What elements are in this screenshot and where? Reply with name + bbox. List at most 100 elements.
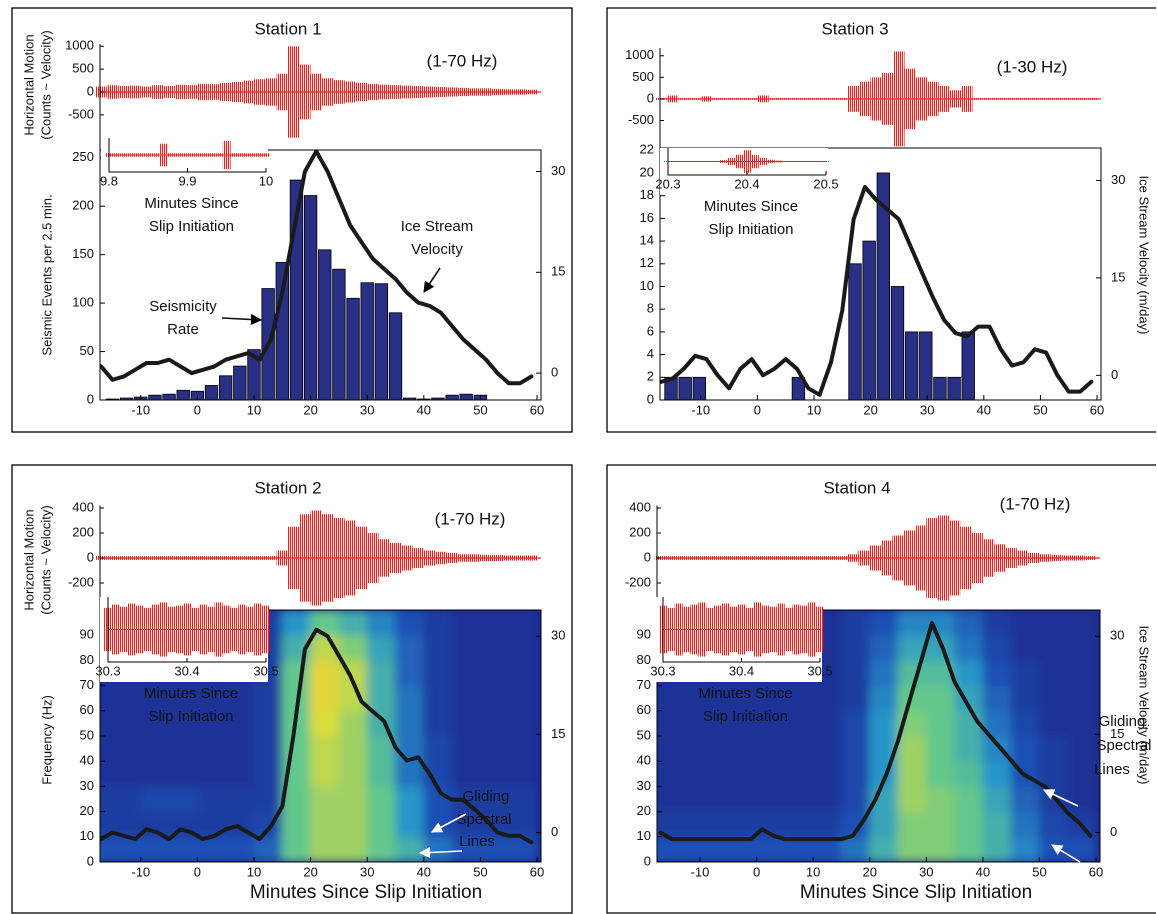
waveform xyxy=(655,51,1101,147)
y-tick-label: 90 xyxy=(637,627,651,642)
spectrogram-cell xyxy=(395,760,425,787)
waveform-envelope xyxy=(938,85,950,112)
waveform-envelope xyxy=(435,551,447,565)
spectrogram-cell xyxy=(451,811,481,838)
spectrogram-cell xyxy=(140,710,170,737)
y2-tick-label: 0 xyxy=(551,824,558,839)
waveform-envelope xyxy=(310,73,322,111)
waveform-envelope xyxy=(926,518,938,598)
waveform-envelope xyxy=(197,556,209,560)
spectrogram-cell xyxy=(168,836,198,862)
bar xyxy=(862,240,876,400)
bar xyxy=(162,393,176,400)
y-tick-label: 10 xyxy=(80,828,94,843)
waveform-envelope xyxy=(299,514,311,602)
inset-envelope xyxy=(682,606,691,653)
spectrogram-cell xyxy=(925,710,956,737)
waveform-envelope xyxy=(949,90,962,108)
spectrogram-cell xyxy=(395,685,425,712)
spectrogram-cell xyxy=(111,685,142,712)
band-label: (1-70 Hz) xyxy=(435,509,506,528)
inset-envelope xyxy=(246,153,255,157)
x-tick-label: 30 xyxy=(920,402,934,417)
annotation-arrow xyxy=(431,813,467,833)
spectrogram-cell xyxy=(225,785,255,813)
y-tick-label: 30 xyxy=(637,778,651,793)
waveform-envelope xyxy=(457,554,470,562)
waveform-envelope xyxy=(276,550,288,566)
spectrogram-cell xyxy=(310,836,340,862)
inset-envelope xyxy=(719,160,728,163)
y-tick-label: 4 xyxy=(647,346,654,361)
waveform-envelope xyxy=(106,556,119,560)
spectrogram-cell xyxy=(281,610,312,636)
y-tick-label: 50 xyxy=(637,727,651,742)
spectrogram-cell xyxy=(281,659,312,687)
y2-tick-label: 15 xyxy=(551,264,565,279)
waveform-envelope xyxy=(152,85,164,99)
y2-tick-label: 15 xyxy=(1111,269,1125,284)
y-tick-label: 50 xyxy=(80,343,94,358)
x-tick-label: 10 xyxy=(807,402,821,417)
inset-envelope xyxy=(814,161,823,162)
inset-envelope xyxy=(120,153,129,157)
waveform-envelope xyxy=(780,98,792,100)
spectrogram-cell xyxy=(1010,836,1040,862)
y-tick-label: 60 xyxy=(80,702,94,717)
inset-envelope xyxy=(127,603,136,656)
inset-background xyxy=(101,138,268,192)
x-tick-label: 50 xyxy=(473,864,487,879)
waveform-tick-label: 400 xyxy=(629,499,651,514)
spectrogram-cell xyxy=(508,735,538,762)
x-axis-label: Minutes Since Slip Initiation xyxy=(250,882,482,903)
inset-envelope xyxy=(750,154,759,169)
waveform-envelope xyxy=(790,556,802,560)
spectrogram-cell xyxy=(225,710,255,737)
x-tick-label: 0 xyxy=(194,402,201,417)
y-tick-label: 14 xyxy=(640,233,654,248)
inset-envelope xyxy=(167,606,176,653)
waveform-axis-label: Horizontal Motion xyxy=(21,34,36,135)
waveform-tick-label: 0 xyxy=(644,549,651,564)
waveform-envelope xyxy=(435,86,447,98)
spectrogram-cell xyxy=(196,785,227,813)
waveform-envelope xyxy=(699,556,712,560)
bar xyxy=(933,376,947,400)
inset-envelope xyxy=(737,604,746,655)
y-tick-label: 10 xyxy=(637,828,651,843)
x-tick-label: 20 xyxy=(863,402,877,417)
inset-envelope xyxy=(262,153,270,157)
waveform-envelope xyxy=(344,81,356,103)
waveform-envelope xyxy=(163,556,175,560)
y2-tick-label: 30 xyxy=(551,163,565,178)
spectrogram-cell xyxy=(1067,659,1097,687)
band-label: (1-70 Hz) xyxy=(427,51,498,70)
waveform-envelope xyxy=(355,82,368,102)
inset-envelope xyxy=(753,602,762,657)
x-tick-label: 40 xyxy=(417,402,431,417)
y2-axis-label: Ice Stream Velocity (m/day) xyxy=(1137,176,1152,335)
spectrogram-cell xyxy=(756,710,786,737)
x-axis-label: Minutes Since Slip Initiation xyxy=(800,882,1032,903)
inset-envelope xyxy=(214,602,223,657)
waveform-envelope xyxy=(688,556,700,560)
spectrogram-cell xyxy=(168,685,198,712)
inset-envelope xyxy=(152,153,161,157)
spectrogram-cell xyxy=(310,735,340,762)
spectrogram-cell xyxy=(395,811,425,838)
spectrogram-cell xyxy=(1010,785,1040,813)
waveform-envelope xyxy=(1006,98,1018,100)
inset-envelope xyxy=(159,602,168,657)
waveform-envelope xyxy=(994,544,1006,572)
inset-axis-label: Minutes Since xyxy=(144,195,238,212)
spectrogram-cell xyxy=(727,811,758,838)
bar xyxy=(332,268,346,400)
spectrogram-cell xyxy=(982,610,1012,636)
waveform-envelope xyxy=(1074,98,1086,100)
bar xyxy=(374,283,389,400)
spectrogram-cell xyxy=(338,785,368,813)
spectrogram-cell xyxy=(1038,634,1069,661)
spectrogram-cell xyxy=(310,785,340,813)
inset-envelope xyxy=(143,607,152,652)
waveform-envelope xyxy=(915,77,928,121)
